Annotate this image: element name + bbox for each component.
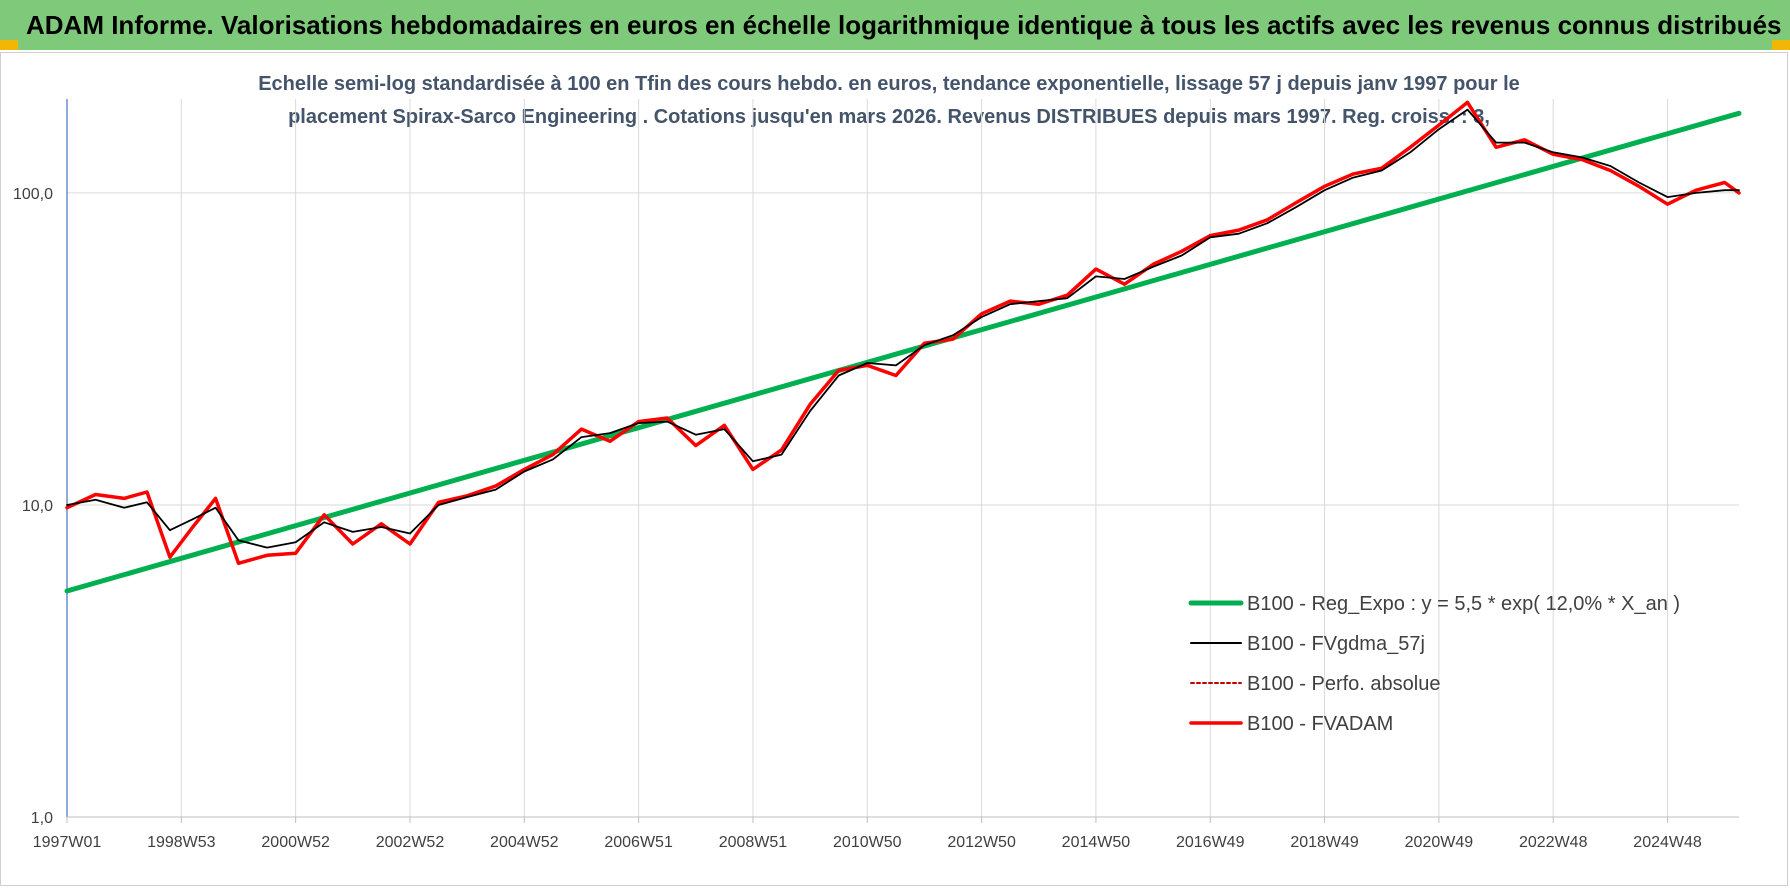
x-tick-label: 2018W49 <box>1290 834 1359 851</box>
x-axis: 1997W01 1998W53 2000W52 2002W52 2004W52 2006W… <box>33 816 1739 851</box>
line-chart: Echelle semi-log standardisée à 100 en T… <box>13 73 1742 851</box>
y-tick-label: 10,0 <box>22 498 53 515</box>
x-tick-label: 1997W01 <box>33 834 102 851</box>
x-tick-label: 2002W52 <box>376 834 445 851</box>
x-tick-label: 2006W51 <box>604 834 673 851</box>
x-tick-label: 1998W53 <box>147 834 216 851</box>
legend-label-absolute: B100 - Perfo. absolue <box>1247 673 1440 695</box>
report-title-banner: ADAM Informe. Valorisations hebdomadaire… <box>0 0 1790 50</box>
series-line-fvadam <box>65 100 1741 566</box>
legend-label-trend: B100 - Reg_Expo : y = 5,5 * exp( 12,0% *… <box>1247 593 1680 615</box>
x-tick-label: 2020W49 <box>1405 834 1474 851</box>
corner-marker-top-left <box>0 40 18 50</box>
legend-label-smoothed: B100 - FVgdma_57j <box>1247 633 1425 655</box>
series-line-absolute <box>66 101 1740 565</box>
x-tick-label: 2004W52 <box>490 834 559 851</box>
chart-area: Echelle semi-log standardisée à 100 en T… <box>0 52 1788 886</box>
corner-marker-top-right <box>1772 40 1790 50</box>
x-tick-label: 2016W49 <box>1176 834 1245 851</box>
gridlines <box>66 99 1739 818</box>
x-tick-label: 2012W50 <box>947 834 1016 851</box>
series-line-trend <box>64 110 1742 594</box>
x-tick-label: 2022W48 <box>1519 834 1588 851</box>
x-tick-label: 2008W51 <box>719 834 788 851</box>
chart-subtitle: Echelle semi-log standardisée à 100 en T… <box>258 73 1520 128</box>
x-tick-label: 2000W52 <box>261 834 330 851</box>
report-title: ADAM Informe. Valorisations hebdomadaire… <box>26 9 1782 40</box>
y-tick-label: 1,0 <box>31 810 53 827</box>
chart-legend: B100 - Reg_Expo : y = 5,5 * exp( 12,0% *… <box>1188 593 1680 735</box>
x-tick-label: 2024W48 <box>1633 834 1702 851</box>
x-tick-label: 2014W50 <box>1062 834 1131 851</box>
y-tick-label: 100,0 <box>13 186 53 203</box>
chart-subtitle-line-1: Echelle semi-log standardisée à 100 en T… <box>258 73 1520 95</box>
legend-label-fvadam: B100 - FVADAM <box>1247 713 1393 735</box>
x-tick-label: 2010W50 <box>833 834 902 851</box>
y-axis: 1,0 10,0 100,0 <box>13 99 68 827</box>
chart-subtitle-line-2: placement Spirax-Sarco Engineering . Cot… <box>288 106 1490 128</box>
plot-series <box>64 100 1742 594</box>
series-line-smoothed <box>66 108 1740 549</box>
